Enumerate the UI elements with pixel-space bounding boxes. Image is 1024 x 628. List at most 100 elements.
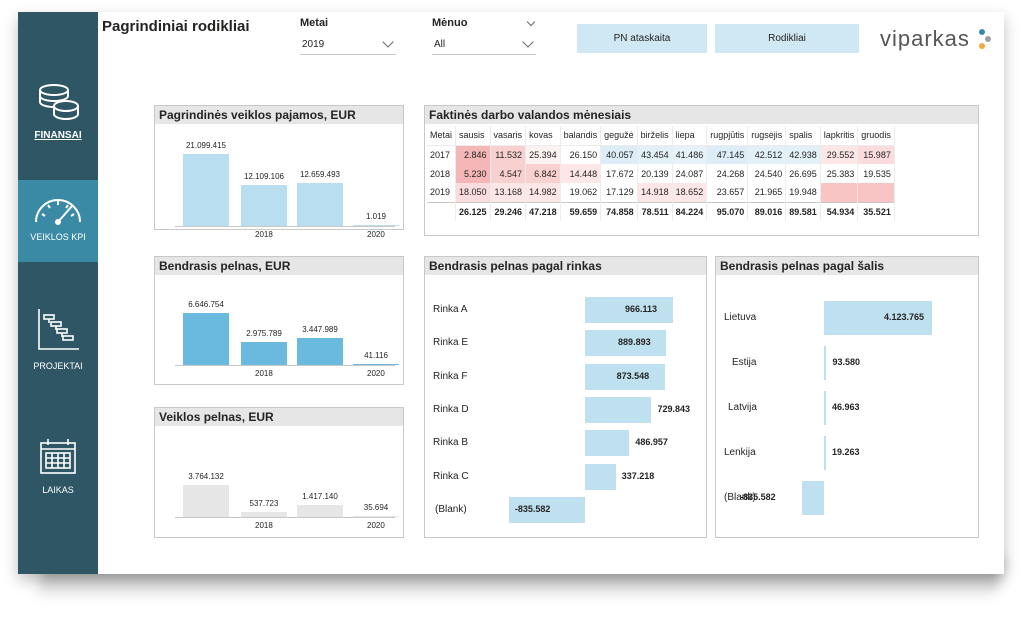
month-slicer[interactable]: Mėnuo All bbox=[432, 17, 536, 55]
bar-2019[interactable] bbox=[297, 338, 343, 365]
bar-2018[interactable] bbox=[241, 512, 287, 517]
table-cell: 24.087 bbox=[672, 164, 708, 183]
calendar-icon bbox=[40, 439, 76, 474]
year-dropdown[interactable]: 2019 bbox=[300, 35, 396, 55]
profit-by-market-panel[interactable]: Bendrasis pelnas pagal rinkas Rinka A 966… bbox=[424, 256, 707, 538]
table-cell: 4.547 bbox=[490, 164, 527, 183]
bar-rinka-b[interactable] bbox=[585, 430, 630, 457]
bar-value-label: 21.099.415 bbox=[185, 141, 227, 150]
category-label: (Blank) bbox=[724, 492, 756, 503]
category-label: Rinka E bbox=[433, 337, 469, 349]
column-header[interactable]: vasaris bbox=[490, 126, 527, 146]
table-cell: 17.129 bbox=[600, 183, 638, 202]
revenue-chart-panel[interactable]: Pagrindinės veiklos pajamos, EUR 21.099.… bbox=[154, 105, 404, 239]
x-axis-line bbox=[175, 365, 395, 366]
sidebar: FINANSAI VEIKLOS KPI bbox=[18, 12, 98, 574]
bar-rinka-a[interactable] bbox=[585, 297, 673, 323]
total-cell: 35.521 bbox=[857, 201, 895, 221]
sidebar-item-projektai[interactable]: PROJEKTAI bbox=[18, 307, 98, 387]
column-header[interactable]: birželis bbox=[637, 126, 673, 146]
bar-value-label: 93.580 bbox=[832, 357, 860, 367]
column-header[interactable]: rugsėjis bbox=[747, 126, 787, 146]
table-cell: 6.842 bbox=[525, 164, 561, 183]
table-cell: 19.535 bbox=[857, 164, 895, 183]
total-cell: 89.016 bbox=[747, 201, 787, 221]
work-hours-table: Metai sausis vasaris kovas balandis gegužė bir… bbox=[427, 126, 895, 221]
column-header[interactable]: gruodis bbox=[857, 126, 895, 146]
category-label: Rinka C bbox=[433, 470, 469, 482]
month-dropdown[interactable]: All bbox=[432, 35, 536, 55]
work-hours-table-panel[interactable]: Faktinės darbo valandos mėnesiais Metai s… bbox=[424, 105, 979, 236]
bar-latvija[interactable] bbox=[824, 391, 826, 425]
logo: viparkas bbox=[880, 26, 970, 51]
table-cell: 23.657 bbox=[706, 183, 749, 202]
pn-report-button[interactable]: PN ataskaita bbox=[577, 24, 707, 53]
gauge-icon bbox=[35, 199, 81, 225]
bar--blank-[interactable] bbox=[508, 496, 585, 523]
bar-2020[interactable] bbox=[353, 364, 399, 365]
bar-estija[interactable] bbox=[824, 346, 827, 380]
column-header[interactable]: sausis bbox=[455, 126, 491, 146]
table-cell: 18.652 bbox=[672, 183, 708, 202]
sidebar-item-label: LAIKAS bbox=[42, 485, 74, 495]
bar-lenkija[interactable] bbox=[824, 436, 826, 470]
category-label: Estija bbox=[732, 357, 757, 368]
sidebar-item-finansai[interactable]: FINANSAI bbox=[18, 82, 98, 167]
column-header[interactable]: liepa bbox=[672, 126, 708, 146]
column-header[interactable]: Metai bbox=[427, 126, 457, 146]
bar-2020[interactable] bbox=[353, 225, 399, 226]
profit-by-country-panel[interactable]: Bendrasis pelnas pagal šalis Lietuva 4.12… bbox=[715, 256, 979, 538]
column-header[interactable]: balandis bbox=[560, 126, 602, 146]
bar-2020[interactable] bbox=[353, 516, 399, 517]
total-cell: 26.125 bbox=[455, 201, 491, 221]
column-header[interactable]: lapkritis bbox=[820, 126, 859, 146]
bar-2018[interactable] bbox=[241, 184, 287, 226]
sidebar-item-veiklos-kpi[interactable]: VEIKLOS KPI bbox=[18, 180, 98, 262]
table-cell: 14.448 bbox=[560, 164, 602, 183]
category-label: Rinka B bbox=[433, 437, 469, 449]
sidebar-item-laikas[interactable]: LAIKAS bbox=[18, 437, 98, 517]
total-cell: 89.581 bbox=[785, 201, 821, 221]
bar-lietuva[interactable] bbox=[824, 301, 932, 335]
bar--blank-[interactable] bbox=[802, 481, 824, 515]
table-cell: 18.050 bbox=[455, 183, 491, 202]
bar-2017[interactable] bbox=[183, 313, 229, 365]
bar-2019[interactable] bbox=[297, 504, 343, 517]
column-header[interactable]: spalis bbox=[785, 126, 821, 146]
bar-rinka-d[interactable] bbox=[585, 396, 652, 423]
coins-icon bbox=[39, 84, 79, 120]
bar-rinka-c[interactable] bbox=[585, 463, 616, 490]
bar-value-label: 19.263 bbox=[832, 447, 860, 457]
bar-2017[interactable] bbox=[183, 485, 229, 517]
table-cell: 14.982 bbox=[525, 183, 561, 202]
category-label: Rinka F bbox=[433, 370, 468, 382]
operating-profit-chart-panel[interactable]: Veiklos pelnas, EUR 3.764.132 537.723 1.41… bbox=[154, 407, 404, 538]
indicators-button[interactable]: Rodikliai bbox=[715, 24, 859, 53]
table-cell: 15.987 bbox=[857, 145, 895, 164]
gantt-icon bbox=[38, 309, 79, 350]
table-cell: 5.230 bbox=[455, 164, 491, 183]
bar-rinka-e[interactable] bbox=[585, 330, 667, 357]
bar-2019[interactable] bbox=[297, 182, 343, 226]
bar-2017[interactable] bbox=[183, 154, 229, 226]
bar-2018[interactable] bbox=[241, 341, 287, 365]
bar-value-label: 2.975.789 bbox=[246, 328, 282, 338]
table-cell bbox=[820, 183, 859, 202]
column-header[interactable]: gegužė bbox=[600, 126, 638, 146]
x-tick-label: 2020 bbox=[367, 230, 385, 239]
table-cell: 26.695 bbox=[785, 164, 821, 183]
year-slicer[interactable]: Metai 2019 bbox=[300, 17, 396, 55]
table-title: Faktinės darbo valandos mėnesiais bbox=[425, 106, 978, 124]
column-header[interactable]: rugpjūtis bbox=[706, 126, 749, 146]
bar-rinka-f[interactable] bbox=[585, 363, 665, 390]
table-cell: 11.532 bbox=[490, 145, 527, 164]
x-tick-label: 2018 bbox=[255, 521, 273, 530]
x-axis-line bbox=[175, 226, 395, 227]
bar-value-label: 3.447.989 bbox=[302, 325, 338, 335]
bar-value-label: 46.963 bbox=[832, 402, 860, 412]
table-cell: 40.057 bbox=[600, 145, 638, 164]
x-tick-label: 2018 bbox=[255, 230, 273, 239]
gross-profit-chart-panel[interactable]: Bendrasis pelnas, EUR 6.646.754 2.975.789… bbox=[154, 256, 404, 385]
profit-by-market-chart: Rinka A 966.113 Rinka E 889.893 Rinka F 873.5… bbox=[425, 275, 706, 537]
column-header[interactable]: kovas bbox=[525, 126, 561, 146]
